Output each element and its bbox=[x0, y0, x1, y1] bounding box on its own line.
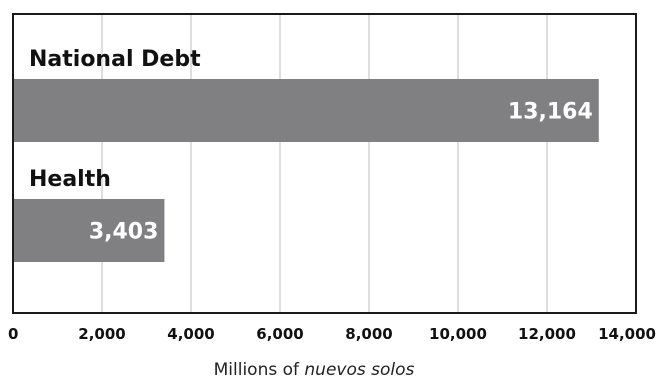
x-tick-label: 12,000 bbox=[518, 325, 576, 343]
x-axis-title-italic: nuevos solos bbox=[304, 360, 414, 380]
x-axis-title: Millions of nuevos solos bbox=[214, 360, 415, 380]
bar bbox=[13, 79, 599, 142]
x-tick-label: 0 bbox=[8, 325, 18, 343]
category-label: National Debt bbox=[29, 47, 201, 72]
value-label: 13,164 bbox=[508, 100, 593, 125]
x-tick-labels: 0 2,000 4,000 6,000 8,000 10,000 12,000 14,000 bbox=[8, 325, 656, 343]
x-tick-label: 14,000 bbox=[598, 325, 656, 343]
x-tick-label: 4,000 bbox=[167, 325, 214, 343]
bar bbox=[13, 199, 165, 262]
category-label: Health bbox=[29, 167, 111, 192]
grid-lines bbox=[101, 14, 548, 313]
x-tick-label: 8,000 bbox=[345, 325, 392, 343]
x-axis-title-prefix: Millions of bbox=[214, 360, 305, 380]
x-tick-label: 10,000 bbox=[429, 325, 487, 343]
x-tick-label: 6,000 bbox=[256, 325, 303, 343]
bars: National Debt 13,164 Health 3,403 bbox=[13, 47, 599, 262]
value-label: 3,403 bbox=[89, 220, 159, 245]
plot-frame bbox=[12, 13, 637, 314]
x-tick-label: 2,000 bbox=[78, 325, 125, 343]
